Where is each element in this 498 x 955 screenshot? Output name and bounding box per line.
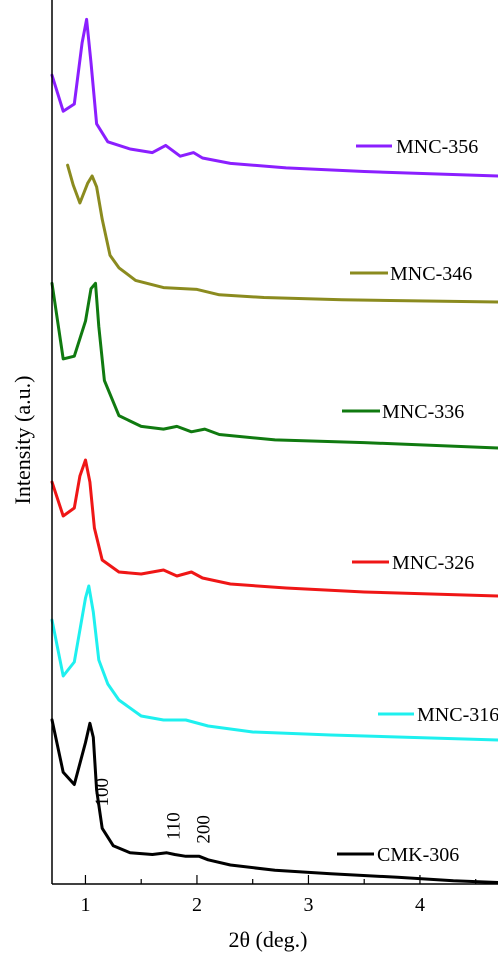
y-axis-label: Intensity (a.u.) — [10, 376, 35, 505]
legend-label-cmk-306: CMK-306 — [377, 844, 459, 866]
legend-label-mnc-326: MNC-326 — [392, 552, 474, 574]
peak-label-100: 100 — [92, 778, 113, 807]
peak-label-200: 200 — [194, 815, 215, 844]
x-tick-label-3: 3 — [303, 894, 313, 916]
annotation-layer: 100 110 200 — [92, 778, 214, 844]
legend-label-mnc-356: MNC-356 — [396, 136, 478, 158]
legend-label-mnc-336: MNC-336 — [382, 401, 464, 423]
x-axis-label: 2θ (deg.) — [229, 927, 308, 952]
series-line-mnc-346 — [66, 163, 498, 304]
series-line-mnc-326 — [50, 458, 498, 598]
x-tick-label-1: 1 — [80, 894, 90, 916]
series-line-mnc-336 — [50, 281, 498, 450]
x-tick-label-4: 4 — [415, 894, 425, 916]
curves-layer — [50, 17, 498, 884]
x-tick-label-2: 2 — [192, 894, 202, 916]
legend-label-mnc-316: MNC-316 — [417, 704, 498, 726]
series-line-mnc-316 — [50, 584, 498, 742]
series-line-mnc-356 — [50, 17, 498, 178]
legend-layer: MNC-356 MNC-346 MNC-336 MNC-326 MNC-316 CMK-3… — [337, 136, 498, 866]
series-line-cmk-306 — [50, 718, 498, 884]
legend-label-mnc-346: MNC-346 — [390, 263, 472, 285]
axes-layer: 1 2 3 4 — [51, 0, 498, 916]
peak-label-110: 110 — [163, 812, 184, 840]
